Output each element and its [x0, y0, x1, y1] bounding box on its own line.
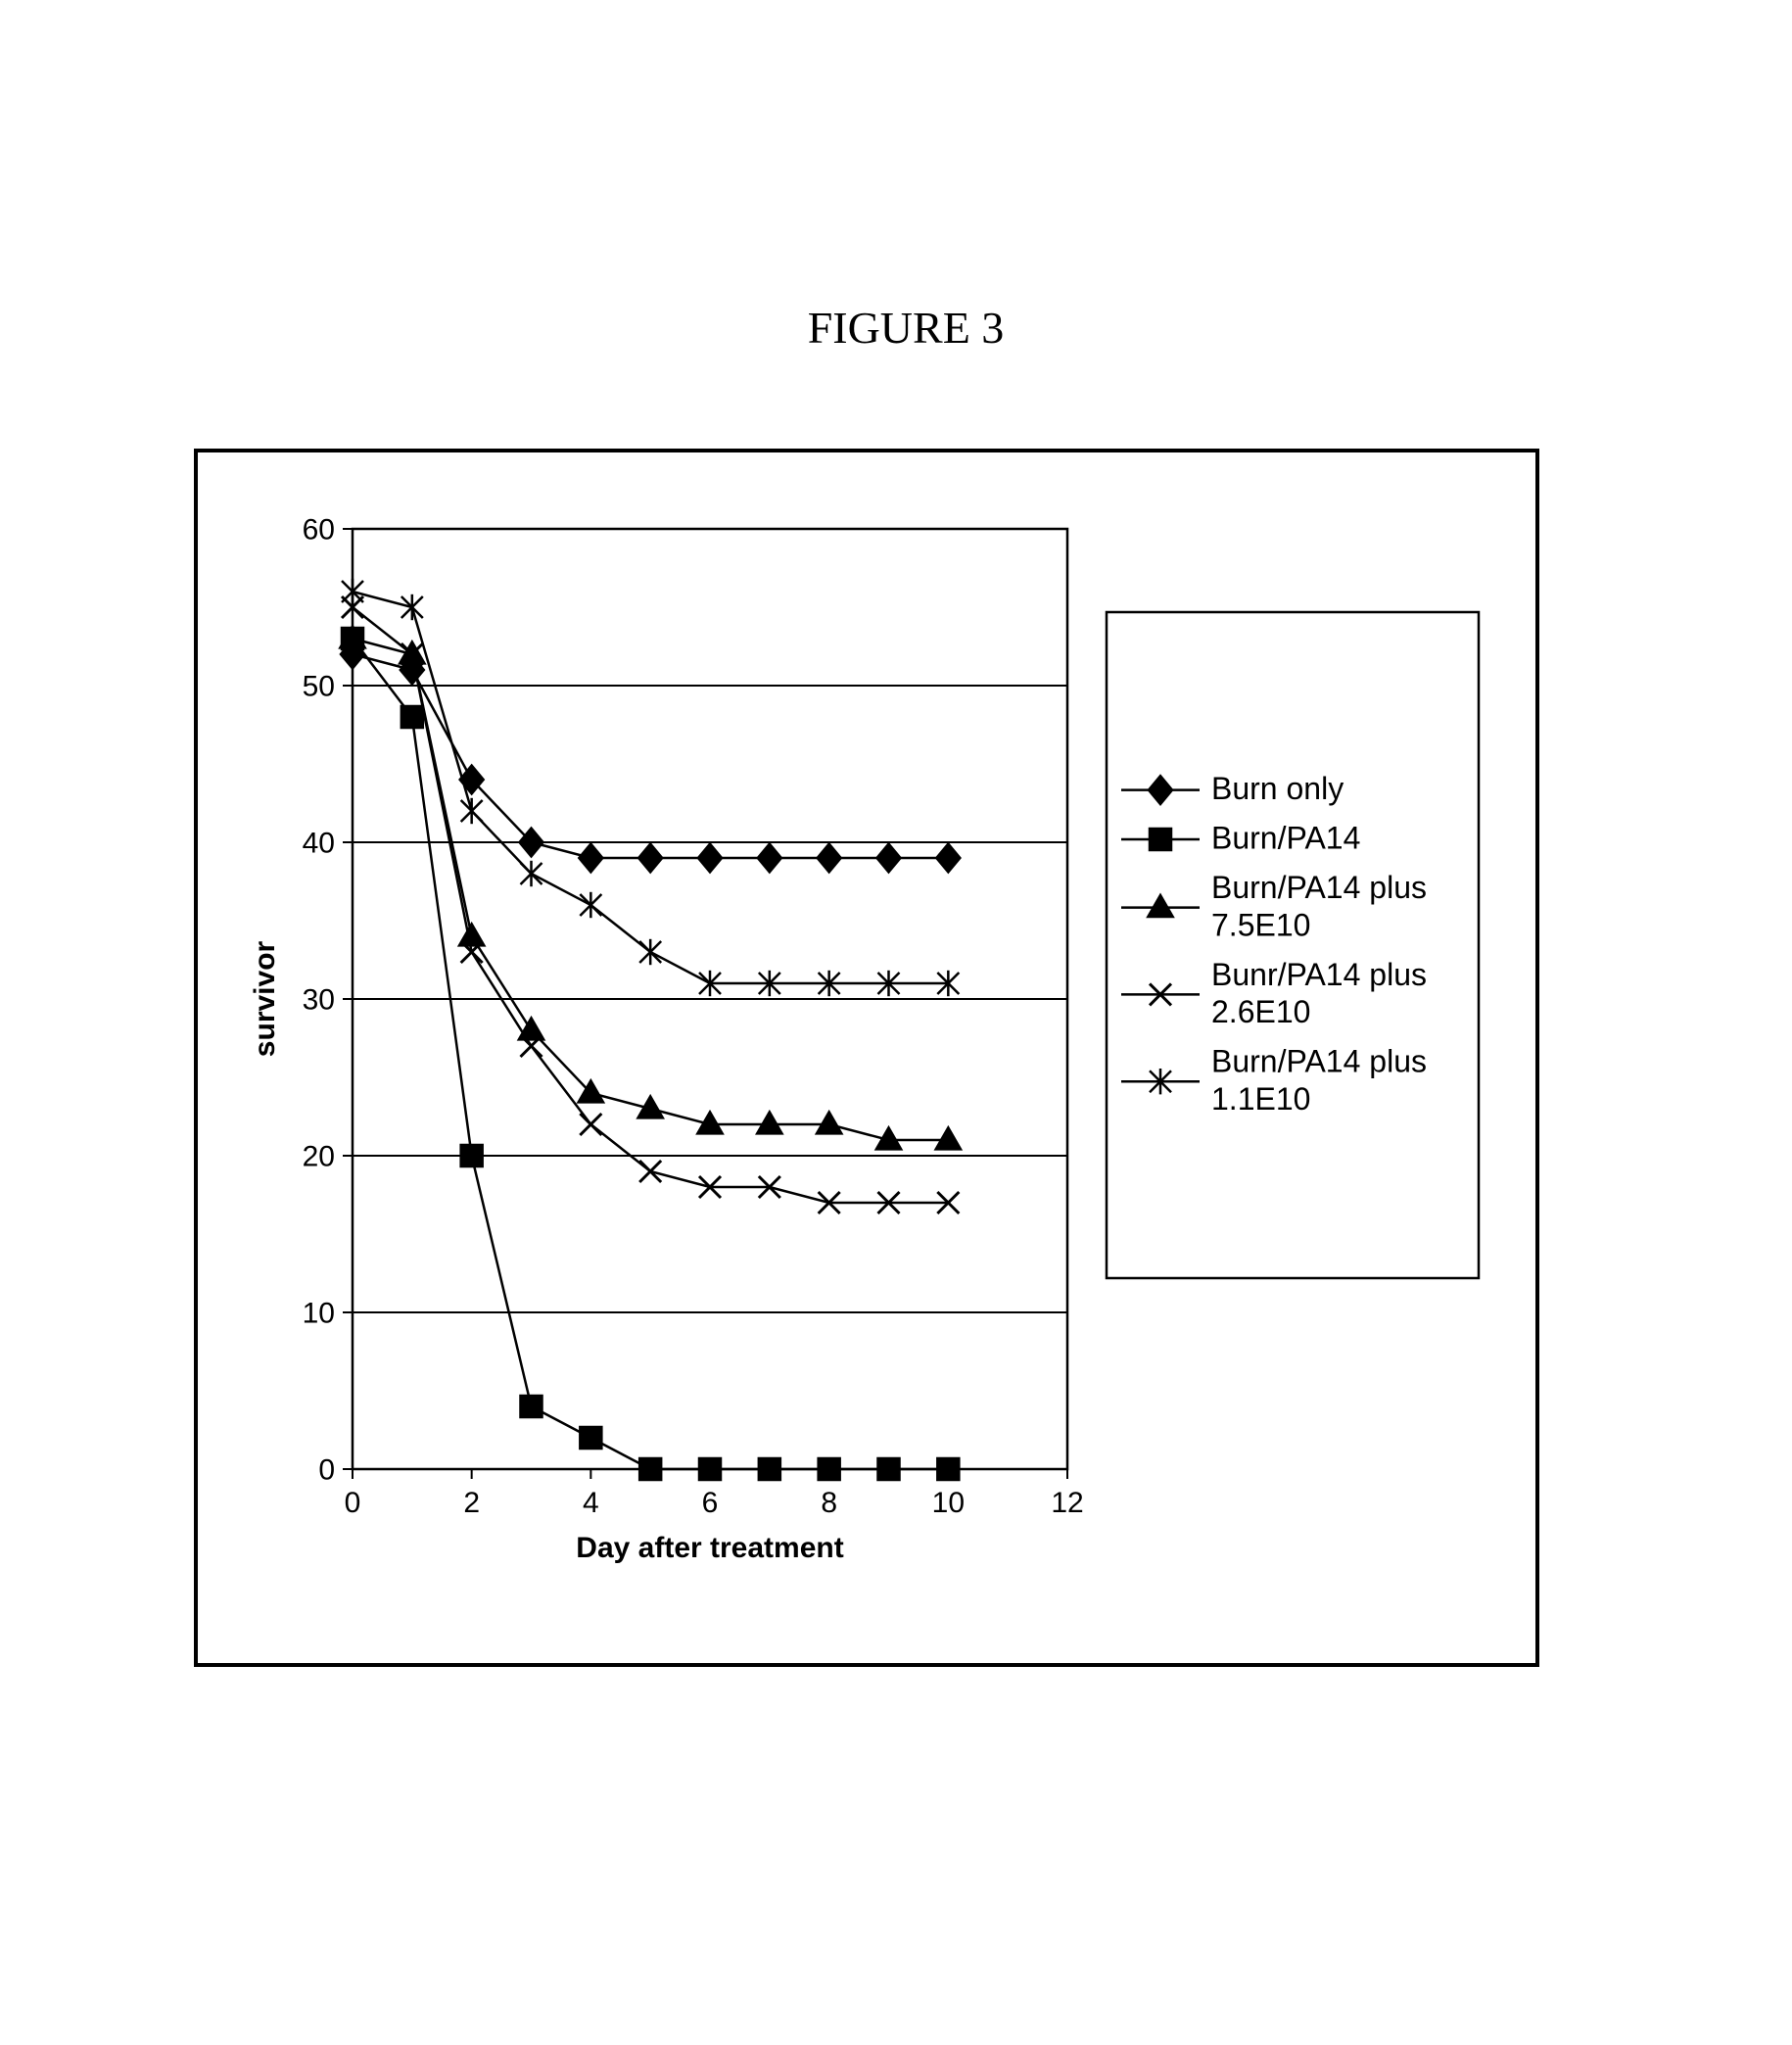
- y-tick-label: 60: [303, 514, 335, 547]
- x-tick-label: 2: [463, 1487, 480, 1519]
- series-marker-burn_pa14: [639, 1458, 661, 1480]
- legend-label-plus_75e10: Burn/PA14 plus: [1211, 870, 1427, 905]
- y-tick-label: 40: [303, 828, 335, 860]
- legend-box: [1107, 612, 1479, 1278]
- legend-label-plus_26e10: 2.6E10: [1211, 994, 1310, 1029]
- legend-label-burn_only: Burn only: [1211, 771, 1344, 806]
- y-tick-label: 20: [303, 1141, 335, 1173]
- legend-label-plus_11e10: 1.1E10: [1211, 1081, 1310, 1117]
- series-marker-burn_pa14: [937, 1458, 959, 1480]
- series-marker-burn_pa14: [699, 1458, 721, 1480]
- x-tick-label: 6: [702, 1487, 719, 1519]
- legend-label-plus_26e10: Bunr/PA14 plus: [1211, 957, 1427, 992]
- series-marker-burn_pa14: [521, 1396, 542, 1417]
- legend-label-burn_pa14: Burn/PA14: [1211, 821, 1360, 856]
- x-tick-label: 8: [821, 1487, 837, 1519]
- series-marker-burn_pa14: [878, 1458, 900, 1480]
- legend-marker-burn_pa14: [1150, 829, 1171, 850]
- legend-label-plus_11e10: Burn/PA14 plus: [1211, 1044, 1427, 1079]
- figure-title: FIGURE 3: [808, 303, 1005, 353]
- series-marker-burn_pa14: [461, 1145, 483, 1166]
- x-tick-label: 4: [583, 1487, 599, 1519]
- x-tick-label: 0: [345, 1487, 361, 1519]
- y-tick-label: 10: [303, 1298, 335, 1330]
- figure-svg: FIGURE 3 0 2 4 6 8 10 12 0 10 20 30 40 50 60 Day after …: [0, 0, 1792, 2045]
- legend-label-plus_75e10: 7.5E10: [1211, 907, 1310, 942]
- series-marker-burn_pa14: [401, 706, 423, 728]
- x-axis-label: Day after treatment: [576, 1532, 843, 1564]
- y-tick-label: 0: [318, 1454, 335, 1487]
- series-marker-burn_pa14: [819, 1458, 840, 1480]
- series-marker-burn_pa14: [580, 1427, 601, 1449]
- y-axis-label: survivor: [249, 940, 281, 1057]
- y-tick-label: 30: [303, 984, 335, 1017]
- series-marker-burn_pa14: [759, 1458, 780, 1480]
- x-tick-label: 10: [932, 1487, 965, 1519]
- x-tick-label: 12: [1051, 1487, 1083, 1519]
- y-tick-label: 50: [303, 671, 335, 703]
